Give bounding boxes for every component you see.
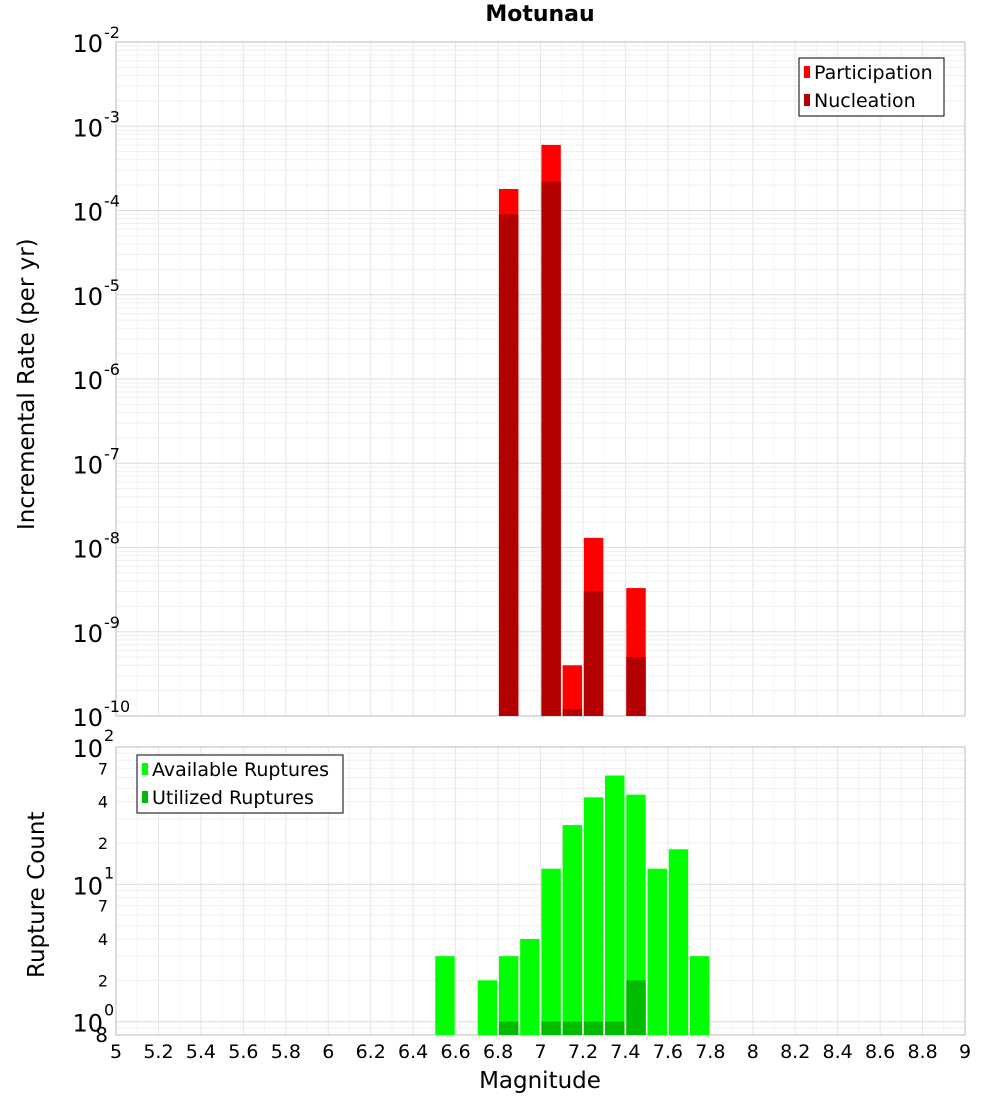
- y-tick-exponent: 0: [104, 1001, 114, 1020]
- y-tick-label: 10: [72, 199, 103, 227]
- bar-available-ruptures: [520, 939, 540, 1035]
- y-tick-exponent: -5: [104, 276, 120, 295]
- x-tick-label: 8.2: [780, 1041, 810, 1063]
- x-tick-label: 6.8: [483, 1041, 513, 1063]
- bar-available-ruptures: [583, 797, 604, 1035]
- bar-nucleation: [541, 181, 561, 717]
- top-legend-box: [798, 57, 945, 117]
- bar-nucleation: [498, 214, 519, 716]
- plot-frame: [115, 41, 966, 717]
- x-tick-label: 5.4: [186, 1041, 216, 1063]
- y-tick-label: 10: [72, 30, 103, 58]
- x-tick-label: 7.8: [695, 1041, 725, 1063]
- bottom-legend-swatch: [142, 763, 148, 775]
- y-tick-exponent: -2: [104, 23, 120, 42]
- y-tick-exponent: -4: [104, 192, 120, 211]
- y-tick-exponent: 1: [104, 863, 114, 882]
- x-tick-label: 8.4: [823, 1041, 853, 1063]
- bar-available-ruptures: [435, 956, 455, 1035]
- bar-available-ruptures: [626, 794, 646, 1035]
- bar-available-ruptures: [689, 956, 710, 1035]
- y-tick-exponent: 2: [104, 726, 114, 745]
- y-tick-label: 4: [98, 793, 108, 812]
- bottom-legend-box: [136, 754, 344, 814]
- x-tick-label: 5.6: [228, 1041, 258, 1063]
- bar-available-ruptures: [541, 868, 561, 1035]
- x-axis-label: Magnitude: [479, 1068, 601, 1094]
- bar-available-ruptures: [605, 775, 625, 1035]
- x-tick-label: 8.6: [865, 1041, 895, 1063]
- y-tick-label: 10: [72, 536, 103, 564]
- y-tick-label: 10: [72, 1010, 103, 1038]
- bar-available-ruptures: [498, 956, 519, 1035]
- bar-available-ruptures: [668, 849, 689, 1035]
- y-tick-exponent: -8: [104, 529, 120, 548]
- bar-nucleation: [626, 657, 646, 716]
- top-legend-entry: Nucleation: [814, 90, 916, 112]
- plot-frame: [115, 746, 966, 1036]
- x-tick-label: 7.6: [653, 1041, 683, 1063]
- y-tick-exponent: -6: [104, 360, 120, 379]
- top-legend-entry: Participation: [814, 62, 933, 84]
- bar-nucleation: [583, 591, 604, 716]
- bar-available-ruptures: [562, 825, 583, 1035]
- bottom-legend-swatch: [142, 791, 148, 803]
- y-tick-label: 10: [72, 367, 103, 395]
- y-tick-exponent: -9: [104, 613, 120, 632]
- bar-utilized-ruptures: [541, 1021, 561, 1035]
- y-tick-label: 7: [98, 759, 108, 778]
- bottom-legend-entry: Available Ruptures: [152, 759, 329, 781]
- bar-available-ruptures: [647, 868, 667, 1035]
- bar-utilized-ruptures: [498, 1021, 519, 1035]
- bar-utilized-ruptures: [605, 1021, 625, 1035]
- y-tick-label: 2: [98, 834, 108, 853]
- x-tick-label: 8.8: [907, 1041, 937, 1063]
- x-tick-label: 8: [747, 1041, 759, 1063]
- y-tick-label: 10: [72, 114, 103, 142]
- x-tick-label: 6.6: [440, 1041, 470, 1063]
- y-tick-label: 10: [72, 872, 103, 900]
- x-tick-label: 7: [534, 1041, 546, 1063]
- x-tick-label: 6.4: [398, 1041, 428, 1063]
- y-tick-label: 10: [72, 283, 103, 311]
- y-tick-exponent: -3: [104, 107, 120, 126]
- x-tick-label: 7.4: [610, 1041, 640, 1063]
- bar-participation: [562, 665, 583, 716]
- y-tick-label: 10: [72, 620, 103, 648]
- y-tick-label: 2: [98, 971, 108, 990]
- bar-nucleation: [562, 709, 583, 716]
- y-tick-label: 10: [72, 735, 103, 763]
- x-tick-label: 7.2: [568, 1041, 598, 1063]
- bar-utilized-ruptures: [626, 980, 646, 1035]
- top-legend-swatch: [804, 94, 810, 106]
- y-tick-exponent: -10: [104, 697, 130, 716]
- x-tick-label: 9: [959, 1041, 971, 1063]
- y-tick-label-extra: 8: [95, 1023, 108, 1047]
- y-tick-exponent: -7: [104, 444, 120, 463]
- chart-title: Motunau: [485, 2, 595, 27]
- bottom-legend-entry: Utilized Ruptures: [152, 787, 314, 809]
- x-tick-label: 5: [110, 1041, 122, 1063]
- x-tick-label: 5.8: [271, 1041, 301, 1063]
- y-tick-label: 10: [72, 451, 103, 479]
- y-tick-label: 4: [98, 930, 108, 949]
- x-tick-label: 6: [322, 1041, 334, 1063]
- top-legend-swatch: [804, 66, 810, 78]
- bar-available-ruptures: [477, 980, 498, 1035]
- x-tick-label: 5.2: [143, 1041, 173, 1063]
- bar-utilized-ruptures: [562, 1021, 583, 1035]
- y-tick-label: 10: [72, 704, 103, 732]
- bar-utilized-ruptures: [583, 1021, 604, 1035]
- x-tick-label: 6.2: [356, 1041, 386, 1063]
- y-tick-label: 7: [98, 897, 108, 916]
